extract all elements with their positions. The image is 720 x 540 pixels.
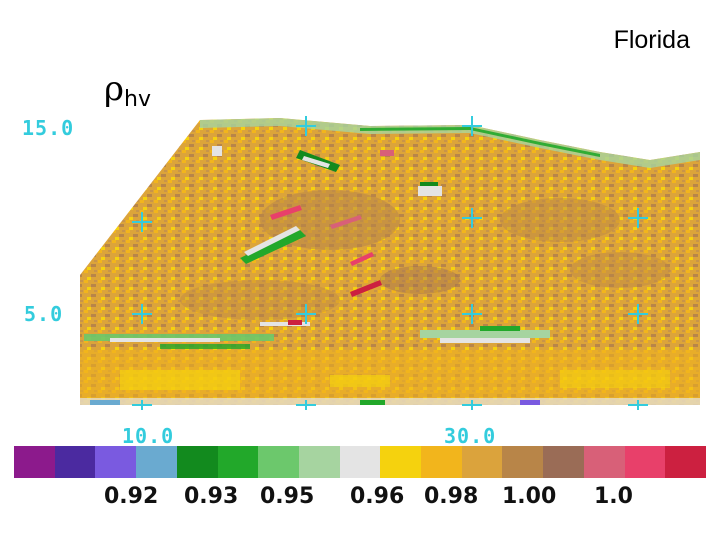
variable-label: ρhv [104, 72, 151, 111]
colorbar-swatch [54, 446, 96, 478]
colorbar-swatch [461, 446, 503, 478]
colorbar-tick-label: 0.95 [260, 484, 315, 509]
colorbar-tick-label: 0.98 [424, 484, 479, 509]
region-title: Florida [613, 26, 690, 54]
colorbar-swatch [95, 446, 137, 478]
colorbar [14, 446, 706, 478]
colorbar-swatch [136, 446, 177, 478]
colorbar-tick-label: 1.00 [502, 484, 557, 509]
grid-markers [132, 116, 648, 410]
colorbar-swatch [380, 446, 422, 478]
colorbar-swatch [217, 446, 259, 478]
variable-symbol: ρ [104, 69, 124, 109]
colorbar-swatch [14, 446, 55, 478]
x-axis-label-10: 10.0 [122, 424, 175, 448]
colorbar-swatch [176, 446, 218, 478]
colorbar-swatch [339, 446, 381, 478]
colorbar-swatch [258, 446, 299, 478]
x-axis-label-30: 30.0 [444, 424, 497, 448]
echo-field [80, 118, 700, 405]
colorbar-swatch [543, 446, 584, 478]
colorbar-swatch [583, 446, 625, 478]
colorbar-swatch [421, 446, 462, 478]
y-axis-label-15: 15.0 [22, 116, 75, 140]
colorbar-tick-label: 0.93 [184, 484, 239, 509]
variable-subscript: hv [124, 87, 151, 112]
colorbar-swatch [624, 446, 666, 478]
colorbar-swatch [665, 446, 706, 478]
colorbar-swatch [298, 446, 340, 478]
y-axis-label-5: 5.0 [24, 302, 64, 326]
colorbar-tick-label: 1.0 [594, 484, 633, 509]
colorbar-swatch [502, 446, 544, 478]
colorbar-tick-label: 0.92 [104, 484, 159, 509]
colorbar-tick-label: 0.96 [350, 484, 405, 509]
